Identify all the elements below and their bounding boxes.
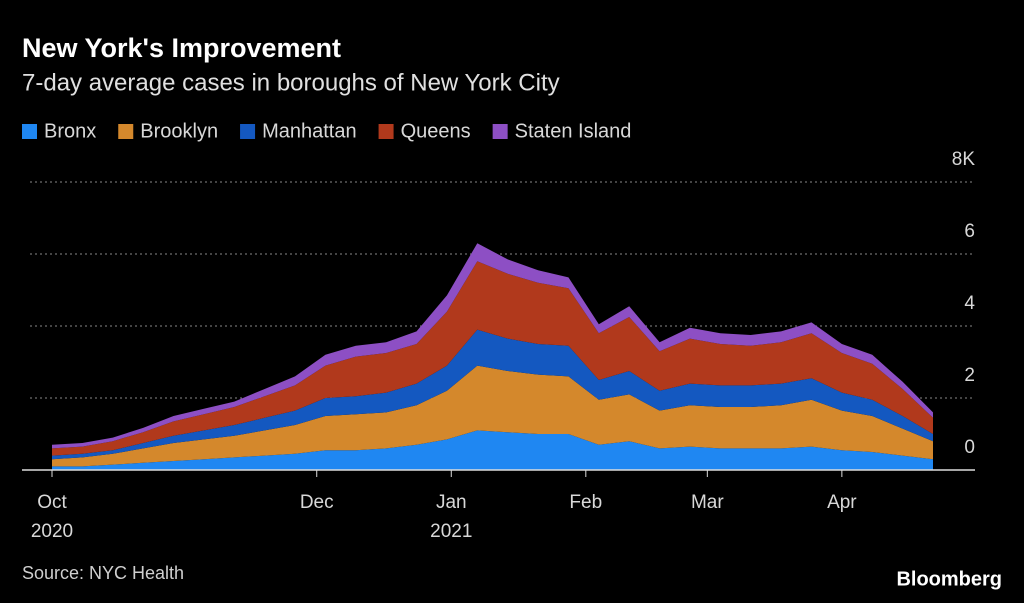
x-tick-year: 2020 [31, 521, 73, 542]
y-tick-label: 8K [952, 149, 976, 170]
area [52, 261, 933, 456]
brand: Bloomberg [896, 568, 1002, 590]
legend-swatch [378, 124, 394, 139]
x-tick-label: Dec [300, 492, 334, 513]
x-tick-label: Apr [827, 492, 857, 513]
legend-swatch [492, 124, 508, 139]
area [52, 365, 933, 467]
y-tick-label: 2 [964, 365, 975, 386]
x-tick-label: Oct [37, 492, 67, 513]
legend-swatch [118, 124, 134, 139]
x-tick-label: Mar [691, 492, 724, 513]
legend-label: Manhattan [262, 120, 357, 142]
area [52, 430, 933, 470]
x-tick-year: 2021 [430, 521, 472, 542]
chart-subtitle: 7-day average cases in boroughs of New Y… [22, 69, 560, 96]
x-tick-label: Jan [436, 492, 467, 513]
legend-label: Queens [401, 120, 471, 142]
legend-label: Brooklyn [140, 120, 218, 142]
chart-title: New York's Improvement [22, 33, 341, 63]
legend-swatch [22, 124, 37, 139]
area [52, 329, 933, 460]
legend-swatch [240, 124, 256, 139]
y-tick-label: 6 [964, 221, 975, 242]
y-tick-label: 0 [964, 437, 975, 458]
x-tick-label: Feb [569, 492, 602, 513]
source: Source: NYC Health [22, 563, 184, 583]
legend-label: Staten Island [515, 120, 632, 142]
legend-label: Bronx [44, 120, 96, 142]
y-tick-label: 4 [964, 293, 975, 314]
